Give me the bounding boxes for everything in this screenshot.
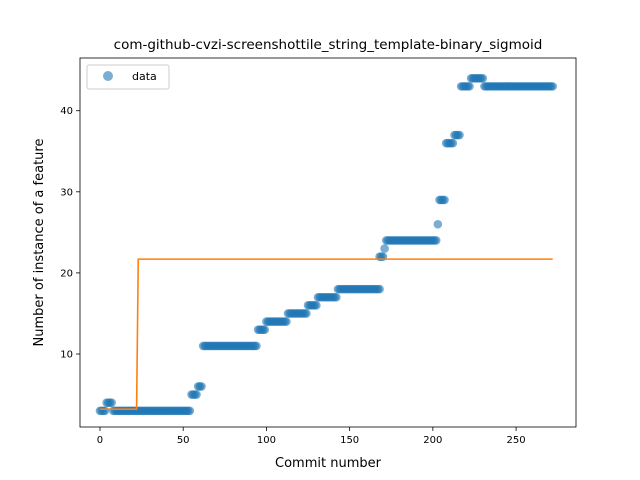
data-point xyxy=(431,236,441,245)
x-axis: 0 50 100 150 200 250 xyxy=(97,427,526,446)
data-point xyxy=(185,406,195,416)
legend-label: data xyxy=(132,70,157,83)
data-point xyxy=(107,398,116,407)
y-tick-label: 20 xyxy=(60,268,73,279)
x-tick-label: 50 xyxy=(177,435,190,446)
plot-area xyxy=(95,73,557,416)
x-axis-label: Commit number xyxy=(275,456,382,471)
data-point xyxy=(302,309,311,318)
data-point xyxy=(260,325,270,334)
data-point xyxy=(100,406,110,416)
data-point xyxy=(192,390,201,399)
legend: data xyxy=(86,64,170,90)
data-point xyxy=(380,244,389,253)
x-tick-label: 200 xyxy=(423,435,442,446)
x-tick-label: 150 xyxy=(340,435,359,446)
data-point xyxy=(197,382,206,391)
data-point xyxy=(548,82,557,91)
plot-frame xyxy=(79,57,577,428)
data-point xyxy=(465,82,474,91)
data-point xyxy=(282,317,291,326)
x-tick-label: 0 xyxy=(97,435,103,446)
x-tick-label: 100 xyxy=(257,435,276,446)
legend-marker xyxy=(103,71,113,81)
y-axis-label: Number of instance of a feature xyxy=(32,139,47,347)
data-point xyxy=(433,219,443,229)
data-point xyxy=(375,284,384,294)
y-tick-label: 40 xyxy=(60,106,73,117)
x-tick-label: 250 xyxy=(507,435,526,446)
y-axis: 10 20 30 40 xyxy=(60,106,80,361)
data-point xyxy=(312,301,321,310)
data-point xyxy=(440,195,449,205)
fit-line xyxy=(99,258,553,410)
legend-box xyxy=(86,64,170,90)
chart-title: com-github-cvzi-screenshottile_string_te… xyxy=(114,37,543,53)
y-tick-label: 30 xyxy=(60,187,73,198)
data-point xyxy=(455,130,464,140)
data-point xyxy=(448,138,458,148)
data-point xyxy=(478,73,488,83)
data-point xyxy=(252,341,261,351)
data-point xyxy=(332,292,341,302)
y-tick-label: 10 xyxy=(60,350,73,361)
